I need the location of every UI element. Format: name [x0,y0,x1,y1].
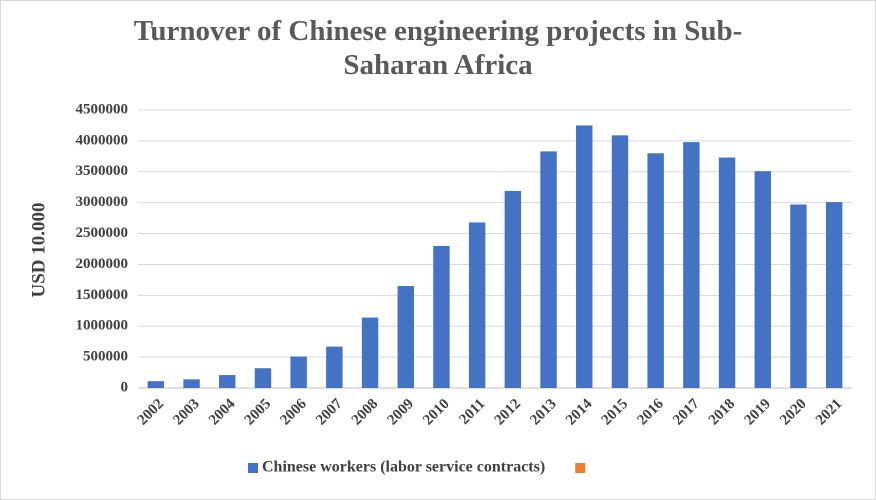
bar [718,157,736,388]
bar [683,142,700,388]
y-axis-label: USD 10.000 [28,202,49,297]
bar [540,151,557,388]
y-tick-label: 1500000 [76,287,129,303]
bar [326,346,343,388]
y-tick-label: 4000000 [76,132,129,148]
y-tick-label: 3500000 [76,163,129,179]
y-tick-label: 2500000 [76,225,129,241]
bar [219,375,236,388]
bar [433,245,450,388]
y-tick-label: 3000000 [76,194,129,210]
legend-label: Chinese workers (labor service contracts… [262,459,545,476]
bar [825,202,843,388]
y-tick-label: 2000000 [76,256,129,272]
y-tick-label: 4500000 [76,101,129,117]
y-tick-label: 500000 [83,349,128,365]
y-tick-label: 1000000 [76,318,129,334]
bar [183,379,200,388]
bar [611,135,629,388]
legend-swatch [248,463,258,473]
bar [576,125,593,388]
bar [290,356,307,388]
bar [254,368,272,388]
bar [754,171,771,388]
bar [397,286,414,388]
bar [647,153,664,388]
chart-title: Turnover of Chinese engineering projects… [133,15,743,81]
bar [468,222,486,388]
legend-swatch [575,463,586,473]
bar [504,190,522,388]
y-tick-label: 0 [121,379,129,395]
bar [361,317,379,388]
bar [790,204,807,388]
bar [147,381,165,388]
